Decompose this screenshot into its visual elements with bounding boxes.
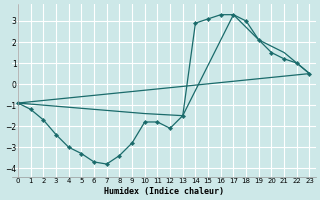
X-axis label: Humidex (Indice chaleur): Humidex (Indice chaleur): [104, 187, 224, 196]
